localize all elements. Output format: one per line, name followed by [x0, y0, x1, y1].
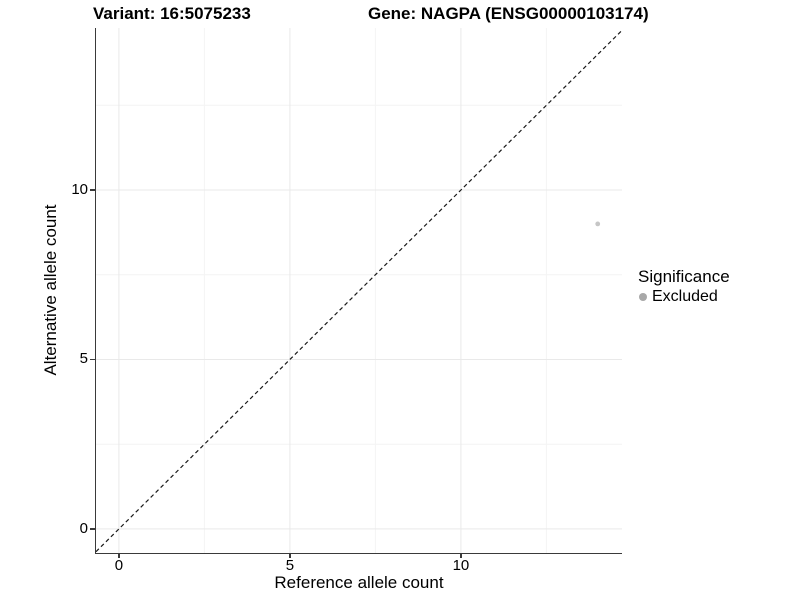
legend-item-label: Excluded [652, 288, 718, 305]
y-axis-title: Alternative allele count [41, 204, 60, 376]
x-tick-mark [460, 553, 462, 558]
y-tick-mark [90, 358, 95, 361]
legend: Significance Excluded [636, 267, 730, 306]
legend-key-dot [639, 293, 647, 301]
data-point [595, 221, 601, 227]
x-tick-label: 10 [452, 557, 470, 574]
gene-title: Gene: NAGPA (ENSG00000103174) [368, 4, 649, 23]
legend-item: Excluded [636, 288, 730, 306]
y-tick-label: 10 [71, 181, 88, 198]
x-axis-title: Reference allele count [274, 573, 444, 592]
legend-items: Excluded [636, 288, 730, 306]
y-tick-mark [90, 189, 95, 191]
y-tick-label: 0 [79, 519, 88, 537]
x-tick-mark [118, 553, 120, 558]
variant-title: Variant: 16:5075233 [93, 4, 251, 23]
y-tick-label: 5 [79, 350, 88, 368]
plot-svg [95, 28, 623, 553]
x-tick-mark [289, 553, 291, 558]
identity-reference-line [95, 29, 623, 553]
x-tick-label: 5 [285, 557, 295, 574]
x-tick-label: 0 [114, 557, 124, 574]
legend-title: Significance [638, 267, 730, 286]
plot-panel [95, 28, 623, 554]
y-tick-mark [90, 528, 95, 530]
